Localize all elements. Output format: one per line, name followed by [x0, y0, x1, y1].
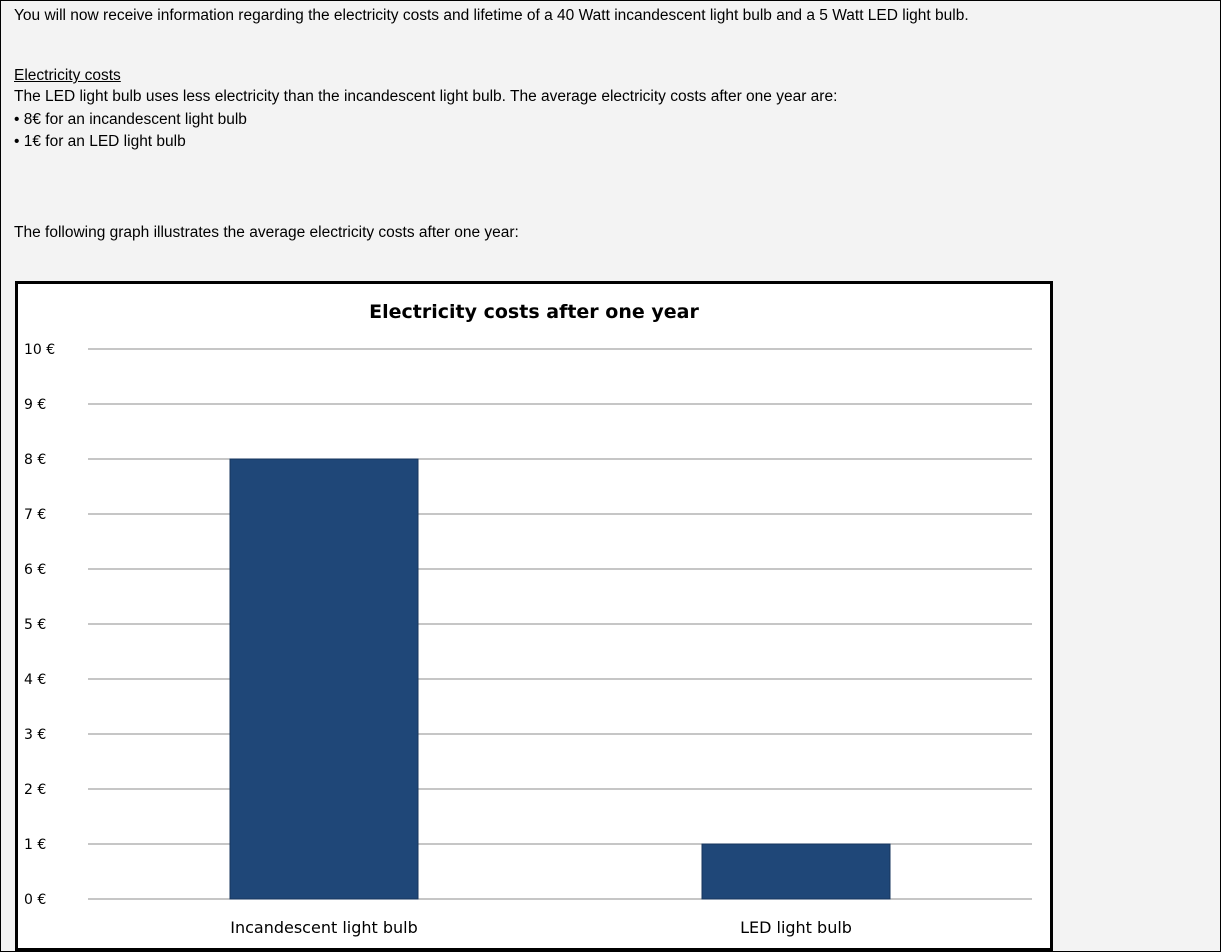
y-tick-label: 7 €: [24, 507, 46, 523]
chart-title: Electricity costs after one year: [369, 301, 699, 323]
y-tick-label: 8 €: [24, 452, 46, 468]
graph-intro-text: The following graph illustrates the aver…: [14, 224, 519, 241]
y-tick-label: 6 €: [24, 562, 46, 578]
bar-chart: Electricity costs after one year 0 € 1 € 2…: [24, 301, 1032, 937]
description-text: The LED light bulb uses less electricity…: [14, 88, 838, 105]
y-tick-label: 2 €: [24, 782, 46, 798]
category-label: Incandescent light bulb: [230, 918, 418, 937]
y-tick-label: 4 €: [24, 672, 46, 688]
category-label: LED light bulb: [740, 918, 852, 937]
bar-incandescent: [229, 458, 419, 900]
y-tick-label: 0 €: [24, 892, 46, 908]
y-tick-label: 9 €: [24, 397, 46, 413]
y-tick-label: 3 €: [24, 727, 46, 743]
intro-text: You will now receive information regardi…: [14, 7, 969, 24]
y-tick-label: 10 €: [24, 342, 55, 358]
section-heading: Electricity costs: [14, 67, 121, 84]
y-tick-label: 5 €: [24, 617, 46, 633]
chart-container: Electricity costs after one year 0 € 1 € 2…: [15, 281, 1053, 951]
bullet-led: • 1€ for an LED light bulb: [14, 133, 186, 150]
bar-led: [701, 843, 891, 900]
bullet-incandescent: • 8€ for an incandescent light bulb: [14, 111, 247, 128]
y-tick-label: 1 €: [24, 837, 46, 853]
